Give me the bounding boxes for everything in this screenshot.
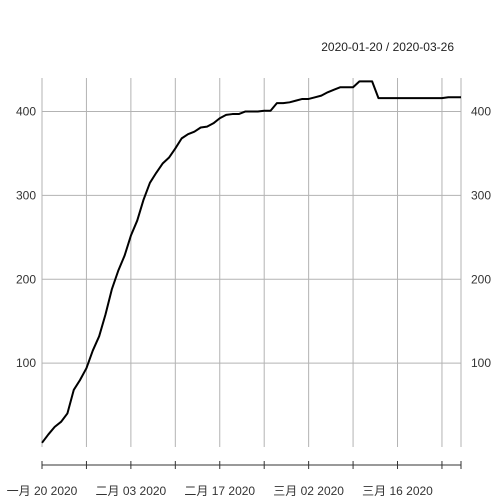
- date-range-label: 2020-01-20 / 2020-03-26: [321, 40, 454, 54]
- axes: [41, 461, 462, 469]
- y-tick-label-left: 100: [16, 356, 36, 370]
- y-axis-labels-left: 100 200 300 400: [16, 105, 36, 371]
- x-tick-label: 二月 03 2020: [96, 484, 167, 498]
- y-tick-label-right: 200: [471, 272, 491, 286]
- y-tick-label-right: 400: [471, 105, 491, 119]
- x-tick-label: 三月 16 2020: [362, 484, 433, 498]
- y-tick-label-left: 300: [16, 188, 36, 202]
- x-tick-label: 二月 17 2020: [184, 484, 255, 498]
- x-tick-label: 三月 02 2020: [273, 484, 344, 498]
- y-tick-label-right: 300: [471, 188, 491, 202]
- x-axis-labels: 一月 20 2020 二月 03 2020 二月 17 2020 三月 02 2020…: [7, 484, 434, 498]
- x-tick-label: 一月 20 2020: [7, 484, 78, 498]
- y-tick-label-left: 400: [16, 105, 36, 119]
- y-tick-label-right: 100: [471, 356, 491, 370]
- y-tick-label-left: 200: [16, 272, 36, 286]
- series-line: [41, 80, 461, 444]
- grid-lines: [41, 78, 462, 447]
- y-axis-labels-right: 100 200 300 400: [471, 105, 491, 371]
